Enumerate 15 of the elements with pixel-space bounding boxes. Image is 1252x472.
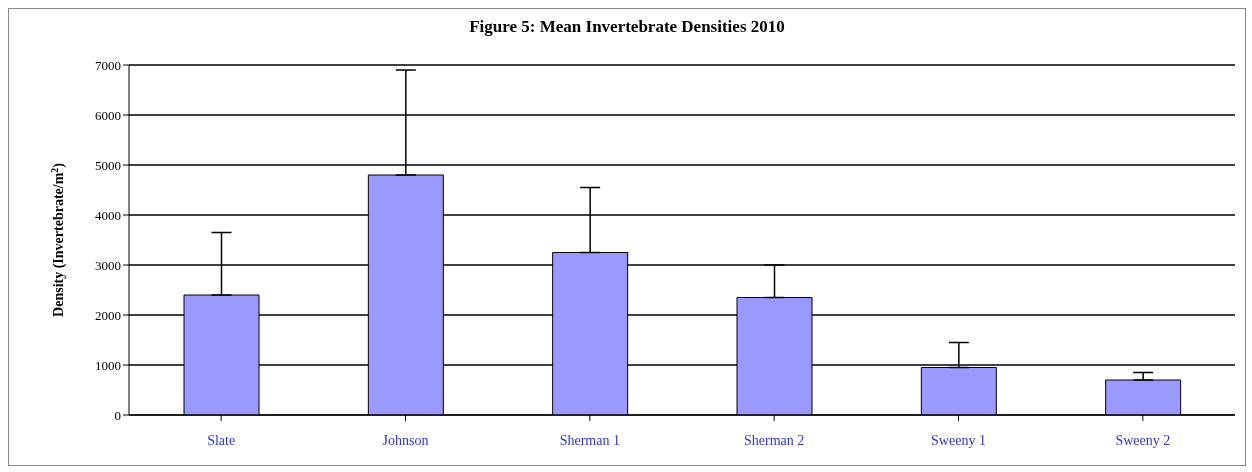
chart-title: Figure 5: Mean Invertebrate Densities 2010 <box>468 17 786 37</box>
x-tick-label: Sweeny 2 <box>1115 432 1171 448</box>
x-tick-label: Sherman 1 <box>559 432 620 448</box>
y-tick-label: 0 <box>114 407 121 423</box>
x-tick-label: Johnson <box>382 432 429 448</box>
x-tick-label: Sweeny 1 <box>931 432 986 448</box>
y-tick-label: 3000 <box>95 257 121 273</box>
y-tick-label: 1000 <box>95 357 121 373</box>
y-tick-label: 6000 <box>95 107 121 123</box>
x-tick-label: Slate <box>207 432 236 448</box>
x-tick-label: Sherman 2 <box>744 432 805 448</box>
y-tick-label: 7000 <box>95 57 121 73</box>
y-tick-label: 2000 <box>95 307 121 323</box>
y-tick-label: 4000 <box>95 207 121 223</box>
y-tick-label: 5000 <box>95 157 121 173</box>
